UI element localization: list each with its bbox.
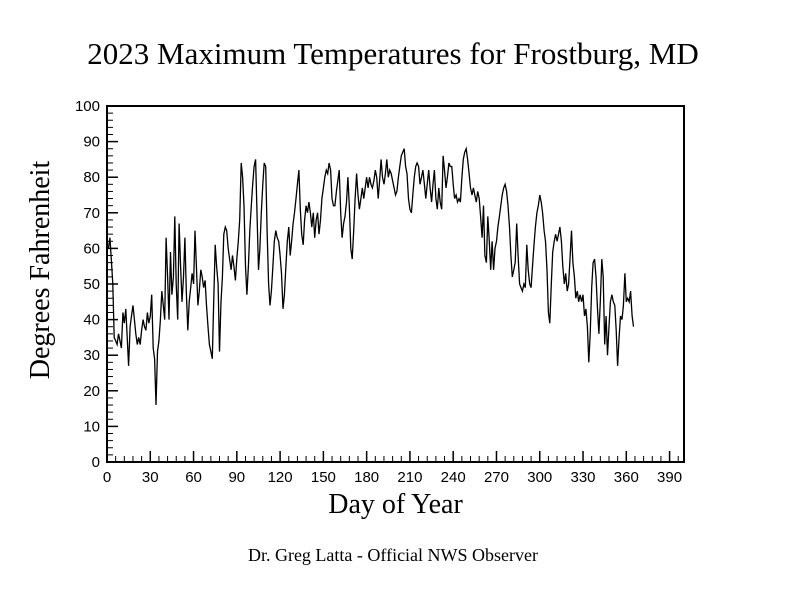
x-tick-label: 150 <box>311 469 336 486</box>
x-axis-ticks: 0 30 60 90 120 150 180 210 240 270 300 330 360 390 <box>103 451 682 486</box>
y-tick-label: 10 <box>83 418 100 435</box>
chart-title: 2023 Maximum Temperatures for Frostburg,… <box>87 36 699 71</box>
x-tick-label: 120 <box>268 469 293 486</box>
y-tick-label: 90 <box>83 134 100 151</box>
plot-border <box>106 105 685 463</box>
x-tick-label: 0 <box>103 469 111 486</box>
y-tick-label: 70 <box>83 205 100 222</box>
y-tick-label: 50 <box>83 276 100 293</box>
y-tick-label: 60 <box>83 240 100 257</box>
x-tick-label: 330 <box>571 469 596 486</box>
x-tick-label: 300 <box>527 469 552 486</box>
x-tick-label: 60 <box>185 469 202 486</box>
x-tick-label: 240 <box>441 469 466 486</box>
x-tick-label: 390 <box>657 469 682 486</box>
y-tick-label: 0 <box>92 454 100 471</box>
x-tick-label: 90 <box>228 469 245 486</box>
y-tick-label: 80 <box>83 169 100 186</box>
y-tick-label: 100 <box>75 98 100 115</box>
x-tick-label: 270 <box>484 469 509 486</box>
y-tick-label: 30 <box>83 347 100 364</box>
x-tick-label: 360 <box>614 469 639 486</box>
y-tick-label: 40 <box>83 312 100 329</box>
y-tick-label: 20 <box>83 383 100 400</box>
x-tick-label: 180 <box>354 469 379 486</box>
observer-credit: Dr. Greg Latta - Official NWS Observer <box>247 545 539 565</box>
temperature-line <box>107 146 635 406</box>
x-tick-label: 210 <box>397 469 422 486</box>
x-axis-title: Day of Year <box>328 489 463 520</box>
x-tick-label: 30 <box>142 469 159 486</box>
y-axis-ticks: 0 10 20 30 40 50 60 70 80 90 100 <box>75 98 118 471</box>
